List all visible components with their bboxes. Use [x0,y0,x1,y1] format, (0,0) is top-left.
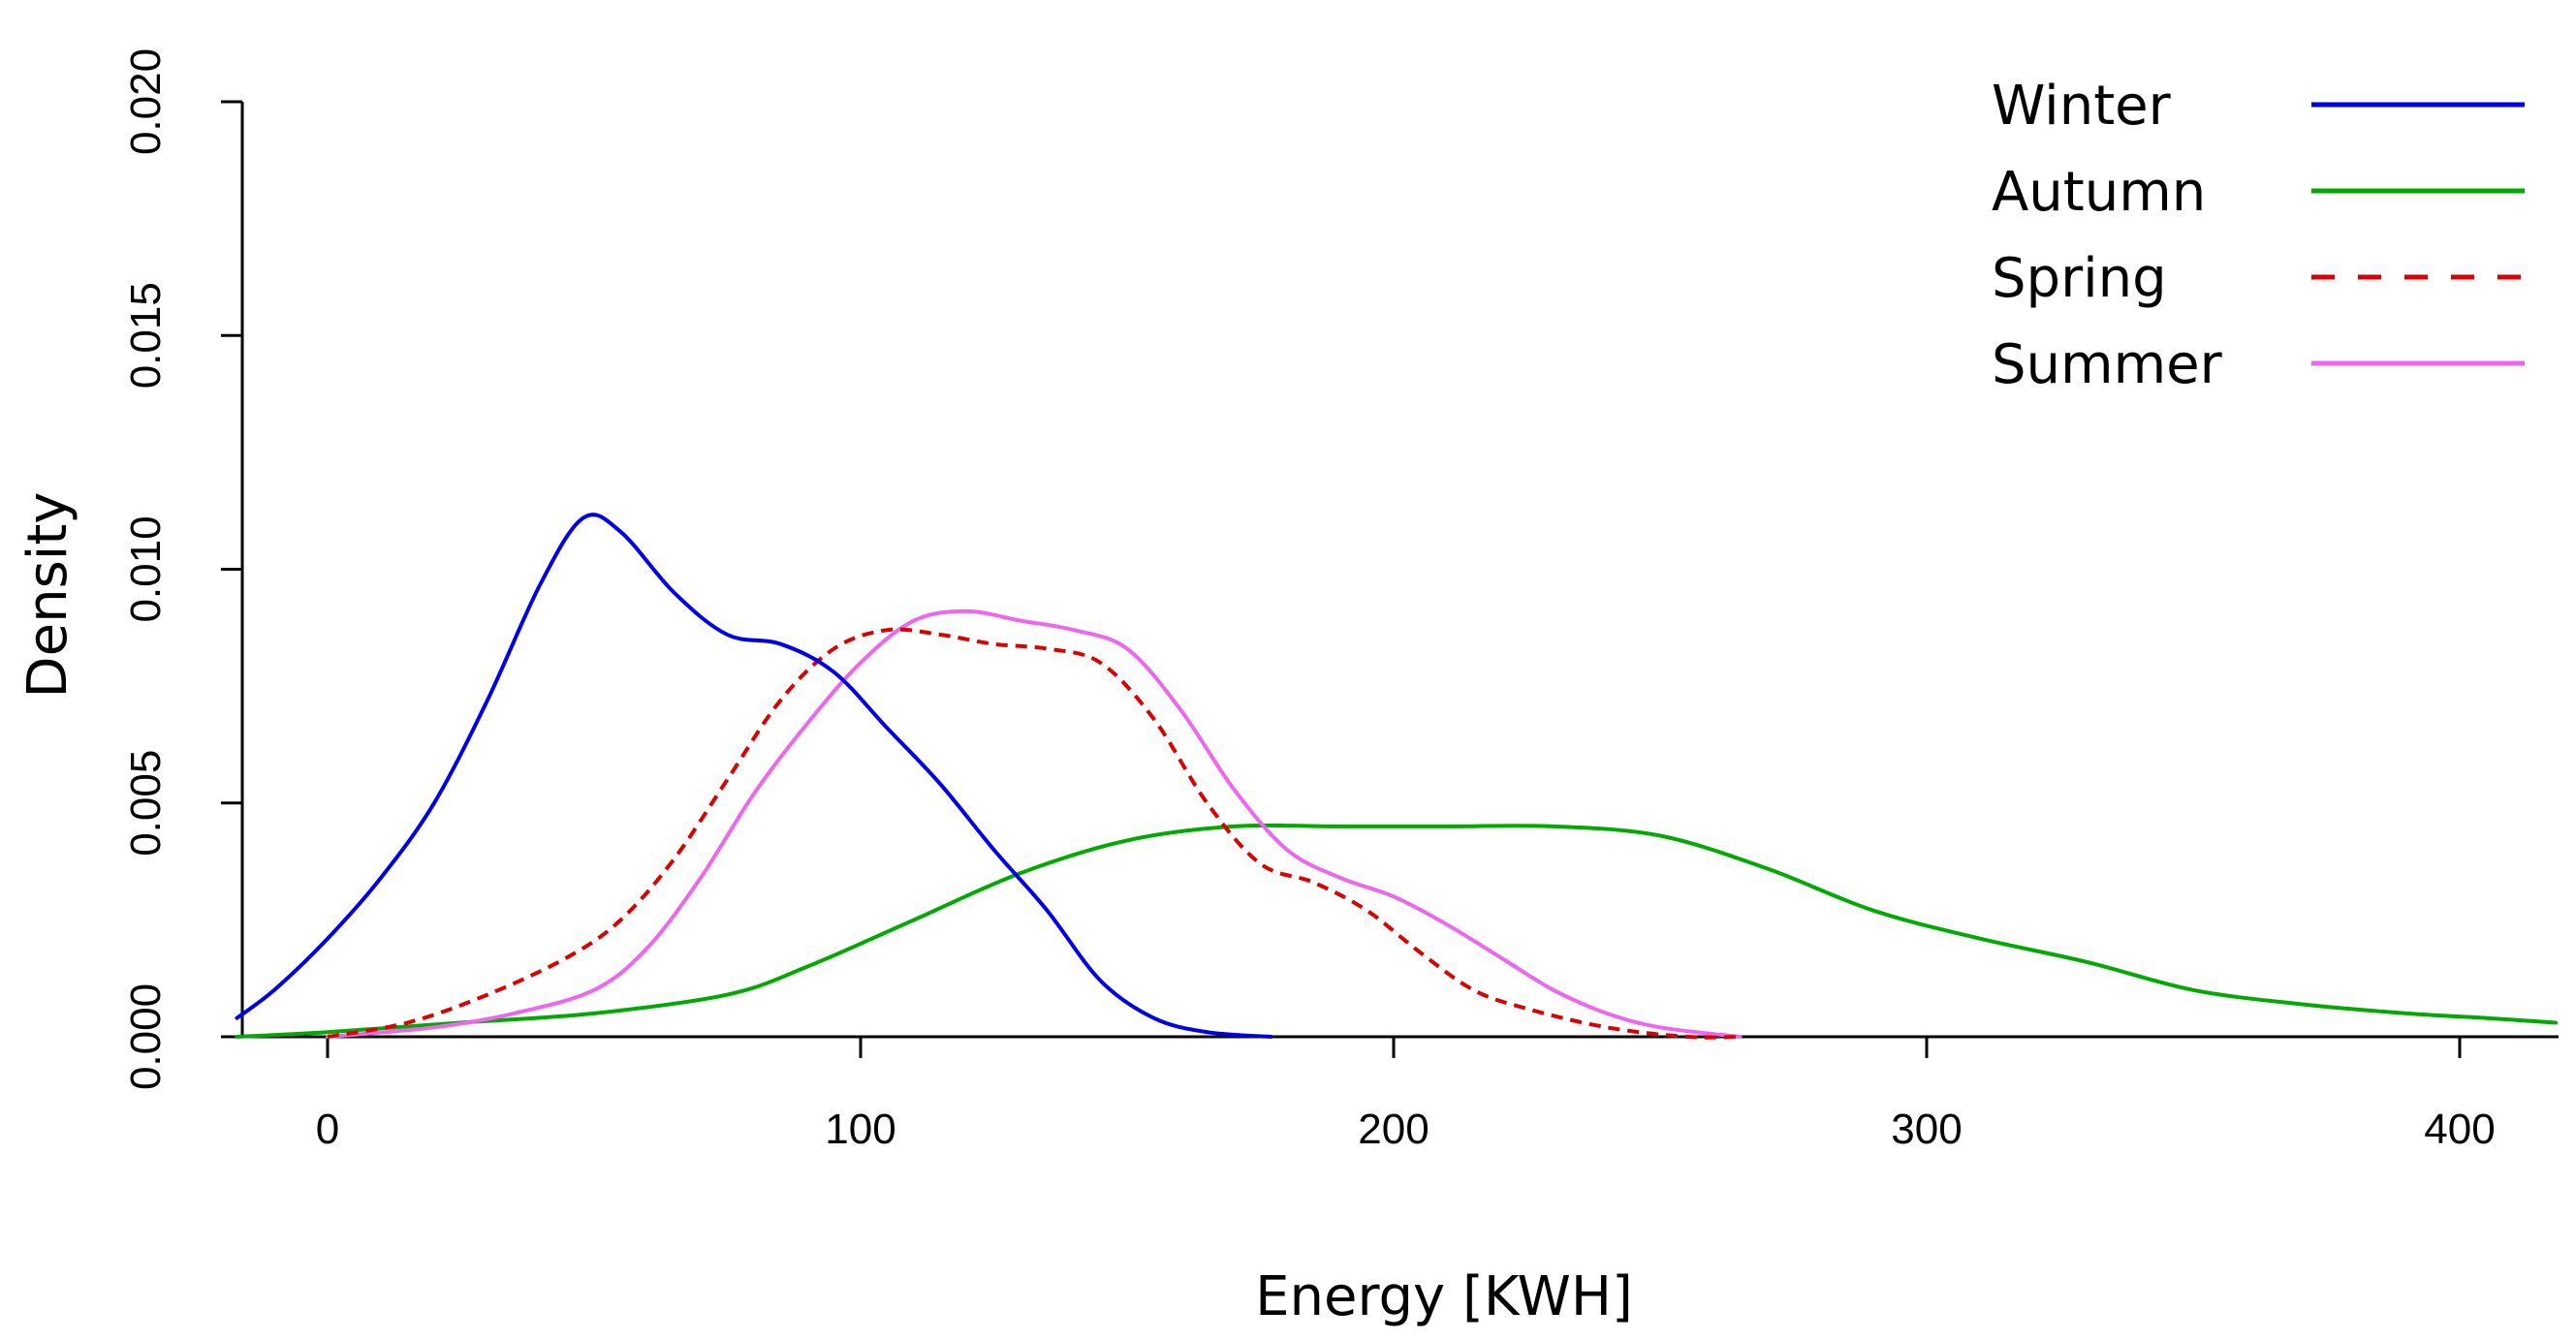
legend-label-winter: Winter [1992,75,2172,138]
x-tick-label: 100 [825,1106,895,1153]
x-tick-label: 200 [1358,1106,1429,1153]
x-tick-label: 0 [316,1106,339,1153]
y-tick-label: 0.020 [122,48,170,155]
x-tick-label: 300 [1891,1106,1962,1153]
y-tick-label: 0.015 [122,282,170,389]
series-line-winter [235,513,1273,1039]
legend-label-spring: Spring [1992,247,2167,310]
legend-label-autumn: Autumn [1992,161,2206,224]
series-line-autumn [235,823,2558,1039]
curves [235,513,2558,1040]
x-axis-title: Energy [KWH] [1255,1265,1633,1328]
y-axis-title: Density [16,492,79,699]
y-tick-label: 0.010 [122,515,170,622]
legend: Winter Autumn Spring Summer [1992,75,2525,396]
y-tick-label: 0.000 [122,983,170,1090]
legend-label-summer: Summer [1992,333,2223,396]
y-tick-label: 0.005 [122,750,170,857]
x-tick-label: 400 [2424,1106,2495,1153]
series-line-summer [326,608,1743,1039]
